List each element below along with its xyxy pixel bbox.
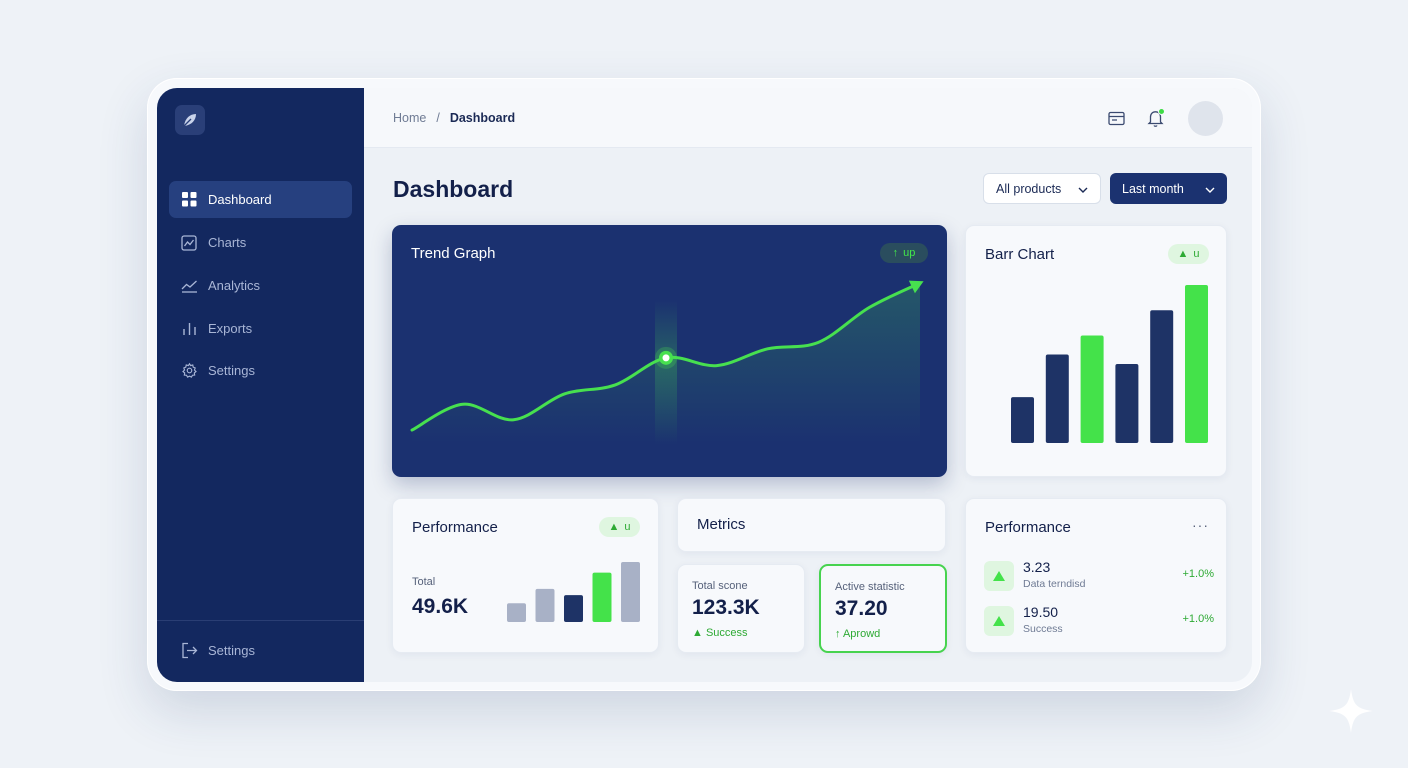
performance-badge: ▲ u	[599, 517, 640, 537]
performance-card: Performance ▲ u Total 49.6K	[392, 498, 659, 653]
card-icon[interactable]	[1106, 108, 1126, 128]
sidebar: Dashboard Charts Analytics Exports Setti…	[157, 88, 364, 682]
more-options-icon[interactable]: ···	[1192, 517, 1209, 533]
sidebar-item-label: Charts	[208, 235, 247, 250]
mini-bar	[621, 562, 640, 622]
bar-chart-bar	[1185, 285, 1208, 443]
performance-badge-label: u	[624, 521, 631, 533]
bell-icon[interactable]	[1146, 108, 1166, 128]
mini-bar	[564, 595, 583, 622]
mini-bar-chart	[507, 562, 640, 622]
stat-card-active-statistic[interactable]: Active statistic 37.20 ↑ Aprowd	[819, 564, 947, 653]
period-dropdown-label: Last month	[1122, 181, 1184, 196]
sidebar-item-label: Dashboard	[208, 192, 272, 207]
trend-line-icon	[180, 277, 198, 295]
performance-row[interactable]: 3.23 Data terndisd +1.0%	[984, 557, 1214, 593]
bar-chart-bar	[1045, 354, 1069, 443]
metrics-card: Metrics	[677, 498, 946, 552]
row-change: +1.0%	[1182, 613, 1215, 625]
breadcrumb-separator: /	[436, 111, 440, 125]
stat-sub-label: Success	[705, 627, 748, 639]
triangle-up-icon	[984, 561, 1014, 591]
bars-icon	[180, 320, 198, 338]
mini-bar	[592, 572, 612, 622]
period-dropdown[interactable]: Last month	[1110, 173, 1227, 204]
sidebar-item-label: Exports	[208, 321, 253, 336]
bar-chart-bar	[1011, 397, 1034, 443]
sidebar-footer-settings[interactable]: Settings	[169, 632, 352, 669]
stat-value: 37.20	[835, 597, 888, 620]
performance-row[interactable]: 19.50 Success +1.0%	[984, 602, 1214, 638]
trend-line-chart	[410, 280, 924, 445]
bar-chart-bar	[1150, 310, 1174, 443]
trend-badge-label: up	[903, 247, 916, 259]
sidebar-item-analytics[interactable]: Analytics	[169, 267, 352, 304]
trend-graph-title: Trend Graph	[411, 245, 496, 262]
products-dropdown[interactable]: All products	[983, 173, 1101, 204]
logout-icon	[180, 642, 198, 660]
chevron-down-icon	[1078, 182, 1088, 196]
triangle-up-icon	[984, 606, 1014, 636]
sidebar-item-settings[interactable]: Settings	[169, 352, 352, 389]
bar-chart-badge: ▲ u	[1168, 244, 1209, 264]
breadcrumb-current: Dashboard	[449, 111, 516, 125]
total-label: Total	[412, 576, 436, 588]
gear-icon	[180, 362, 198, 380]
sidebar-item-label: Analytics	[208, 278, 261, 293]
breadcrumb-home[interactable]: Home	[393, 111, 427, 125]
sidebar-divider	[157, 620, 364, 621]
stat-sub-label: Aprowd	[842, 628, 881, 640]
triangle-up-icon: ▲	[1177, 248, 1189, 260]
total-value: 49.6K	[412, 595, 469, 618]
mini-bar	[535, 588, 555, 622]
bar-chart-bar	[1115, 364, 1139, 443]
row-value: 19.50	[1023, 604, 1059, 620]
leaf-icon[interactable]	[175, 105, 205, 135]
mini-bar	[507, 603, 526, 622]
triangle-up-icon: ▲	[692, 627, 703, 639]
stat-card-total-scone[interactable]: Total scone 123.3K ▲ Success	[677, 564, 805, 653]
bar-chart	[1011, 285, 1208, 443]
sidebar-item-exports[interactable]: Exports	[169, 310, 352, 347]
sidebar-item-label: Settings	[208, 363, 255, 378]
stat-label: Active statistic	[835, 581, 905, 593]
avatar[interactable]	[1188, 101, 1223, 136]
performance-title: Performance	[412, 519, 498, 536]
trend-arrowhead	[908, 280, 924, 294]
breadcrumb: Home / Dashboard	[393, 111, 515, 125]
sidebar-item-label: Settings	[208, 643, 255, 658]
chevron-down-icon	[1205, 182, 1215, 196]
bar-chart-bar	[1080, 335, 1104, 443]
performance-list-title: Performance	[985, 519, 1071, 536]
app-window: Dashboard Charts Analytics Exports Setti…	[157, 88, 1252, 682]
row-value: 3.23	[1023, 559, 1051, 575]
page-title: Dashboard	[393, 176, 514, 202]
trend-graph-card: Trend Graph ↑ up	[392, 225, 947, 477]
stat-label: Total scone	[692, 580, 748, 592]
row-change: +1.0%	[1182, 568, 1215, 580]
arrow-up-icon: ↑	[892, 247, 899, 259]
chart-box-icon	[180, 234, 198, 252]
sidebar-item-charts[interactable]: Charts	[169, 224, 352, 261]
metrics-title: Metrics	[697, 516, 746, 533]
stat-sub: ▲ Success	[692, 627, 748, 639]
bar-chart-title: Barr Chart	[985, 246, 1055, 263]
trend-badge: ↑ up	[880, 243, 928, 263]
sidebar-item-dashboard[interactable]: Dashboard	[169, 181, 352, 218]
stat-value: 123.3K	[692, 596, 760, 619]
highlight-point-center	[662, 354, 670, 362]
arrow-up-icon: ↑	[835, 628, 841, 640]
triangle-up-icon: ▲	[608, 521, 620, 533]
row-description: Success	[1023, 623, 1063, 635]
sparkle-icon	[1327, 687, 1375, 740]
performance-list-card: Performance ··· 3.23 Data terndisd +1.0%…	[965, 498, 1227, 653]
top-bar: Home / Dashboard	[364, 88, 1252, 148]
grid-icon	[180, 191, 198, 209]
bar-chart-card: Barr Chart ▲ u	[965, 225, 1227, 477]
row-description: Data terndisd	[1023, 578, 1086, 590]
products-dropdown-label: All products	[996, 181, 1062, 196]
stat-sub: ↑ Aprowd	[835, 628, 880, 640]
bar-chart-badge-label: u	[1193, 248, 1200, 260]
